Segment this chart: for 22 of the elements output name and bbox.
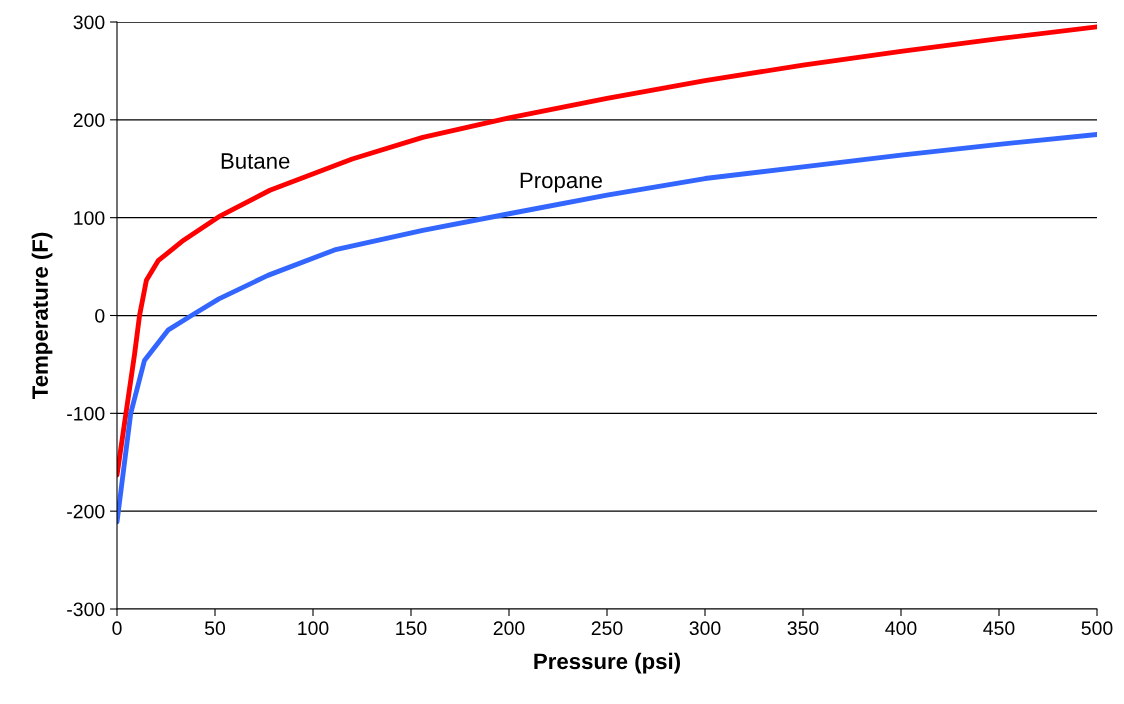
x-tick-label: 0 <box>112 621 122 636</box>
y-tick-label: 100 <box>74 211 105 225</box>
x-tick-label: 250 <box>591 621 623 636</box>
series-label: Propane <box>520 172 602 193</box>
x-tick-label: 50 <box>204 621 226 636</box>
y-tick-label: -100 <box>67 406 105 421</box>
y-tick-label: 300 <box>73 15 105 30</box>
y-axis-title: Temperature (F) <box>31 232 53 400</box>
x-axis-title: Pressure (psi) <box>534 652 680 674</box>
y-tick-label: 0 <box>95 308 105 323</box>
series-label: Butane <box>221 153 290 169</box>
y-tick-label: -200 <box>67 504 105 519</box>
x-tick-label: 100 <box>298 621 329 636</box>
x-tick-label: 200 <box>493 621 525 636</box>
x-tick-label: 400 <box>885 621 917 636</box>
x-tick-label: 350 <box>787 621 819 636</box>
x-tick-label: 300 <box>689 621 721 636</box>
x-tick-label: 500 <box>1081 621 1113 636</box>
x-tick-label: 450 <box>983 621 1015 636</box>
y-tick-label: -300 <box>67 602 105 617</box>
y-tick-label: 200 <box>73 113 105 128</box>
x-tick-label: 150 <box>396 621 427 636</box>
